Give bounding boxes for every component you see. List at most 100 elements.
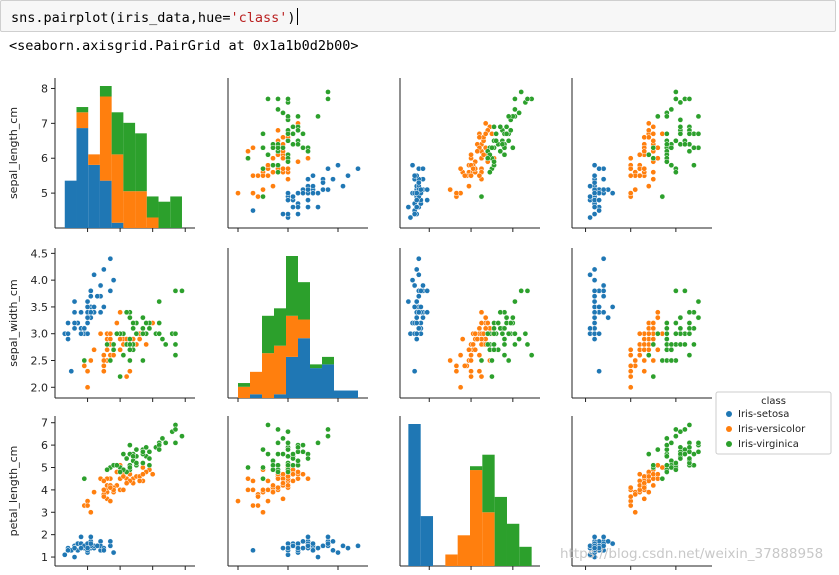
scatter-point: [650, 341, 657, 348]
y-tick-label: 5: [41, 461, 48, 474]
scatter-point: [280, 211, 286, 217]
histogram-bar: [286, 256, 298, 316]
scatter-point: [482, 130, 489, 137]
scatter-point: [516, 110, 522, 116]
scatter-point: [641, 357, 648, 364]
scatter-point: [156, 298, 163, 305]
scatter-point: [330, 176, 336, 183]
scatter-point: [87, 540, 94, 547]
scatter-point: [677, 99, 684, 106]
scatter-point: [275, 144, 281, 151]
scatter-point: [686, 96, 693, 102]
histogram-bar: [346, 390, 358, 398]
scatter-point: [493, 137, 499, 144]
y-tick-label: 7: [41, 417, 48, 430]
histogram-bar: [286, 315, 298, 357]
scatter-point: [260, 464, 266, 471]
scatter-point: [345, 172, 351, 179]
scatter-point: [641, 336, 648, 342]
scatter-point: [300, 471, 306, 478]
scatter-point: [413, 330, 420, 337]
scatter-point: [609, 190, 616, 196]
histogram-bar: [470, 470, 483, 566]
scatter-point: [156, 320, 163, 326]
scatter-point: [600, 176, 607, 183]
histogram-bar: [99, 180, 112, 228]
histogram-bar: [506, 523, 520, 566]
scatter-point: [411, 368, 418, 375]
scatter-point: [71, 325, 78, 332]
scatter-point: [645, 134, 652, 141]
scatter-point: [509, 144, 516, 151]
scatter-point: [127, 346, 133, 353]
scatter-point: [457, 352, 464, 358]
scatter-point: [100, 368, 107, 375]
scatter-point: [290, 543, 296, 549]
scatter-point: [663, 469, 670, 475]
legend-marker: [726, 411, 732, 417]
scatter-point: [120, 352, 127, 358]
scatter-point: [114, 330, 120, 337]
y-tick-label: 3.5: [31, 301, 49, 314]
scatter-point: [627, 363, 634, 369]
scatter-point: [255, 172, 261, 179]
scatter-point: [650, 169, 657, 176]
scatter-point: [280, 451, 286, 457]
scatter-point: [260, 165, 266, 172]
histogram-bar: [76, 112, 89, 129]
histogram-bar: [274, 345, 286, 395]
scatter-point: [453, 368, 460, 375]
scatter-point: [285, 211, 291, 217]
scatter-point: [295, 444, 301, 451]
scatter-point: [605, 538, 611, 545]
scatter-point: [265, 451, 271, 457]
scatter-point: [285, 545, 291, 551]
scatter-point: [650, 357, 657, 364]
cell-output-repr: <seaborn.axisgrid.PairGrid at 0x1a1b0d2b…: [9, 38, 359, 54]
scatter-point: [413, 266, 420, 273]
scatter-point: [596, 330, 602, 337]
scatter-point: [275, 96, 281, 102]
scatter-point: [295, 469, 301, 475]
scatter-point: [407, 214, 414, 221]
scatter-point: [447, 357, 453, 364]
scatter-point: [325, 165, 331, 172]
scatter-point: [673, 466, 679, 473]
scatter-point: [499, 330, 506, 337]
scatter-point: [65, 336, 71, 342]
scatter-point: [300, 442, 306, 448]
scatter-point: [97, 330, 104, 337]
scatter-point: [107, 538, 114, 545]
scatter-point: [413, 190, 420, 196]
scatter-point: [650, 137, 657, 144]
y-tick-label: 5: [41, 187, 48, 200]
scatter-point: [466, 183, 472, 189]
scatter-point: [285, 469, 291, 475]
scatter-point: [305, 148, 311, 155]
scatter-point: [686, 309, 693, 316]
scatter-point: [235, 498, 241, 504]
scatter-point: [300, 538, 306, 545]
scatter-point: [659, 464, 666, 471]
histogram-bar: [111, 112, 124, 155]
scatter-point: [100, 547, 107, 554]
scatter-point: [591, 545, 598, 551]
histogram-bar: [457, 535, 470, 566]
scatter-point: [290, 462, 296, 469]
histogram-bar: [286, 356, 298, 398]
scatter-point: [325, 89, 331, 95]
y-tick-label: 4: [41, 484, 48, 497]
scatter-point: [94, 293, 101, 300]
scatter-point: [668, 440, 675, 446]
scatter-point: [461, 363, 468, 369]
scatter-point: [260, 186, 266, 193]
code-cell-input[interactable]: sns.pairplot(iris_data,hue='class'): [0, 0, 836, 32]
scatter-point: [512, 106, 518, 113]
scatter-point: [78, 545, 84, 551]
scatter-point: [663, 330, 670, 337]
scatter-point: [295, 545, 301, 551]
scatter-point: [476, 325, 483, 332]
scatter-point: [415, 179, 422, 186]
scatter-point: [501, 151, 508, 158]
scatter-point: [591, 204, 598, 210]
